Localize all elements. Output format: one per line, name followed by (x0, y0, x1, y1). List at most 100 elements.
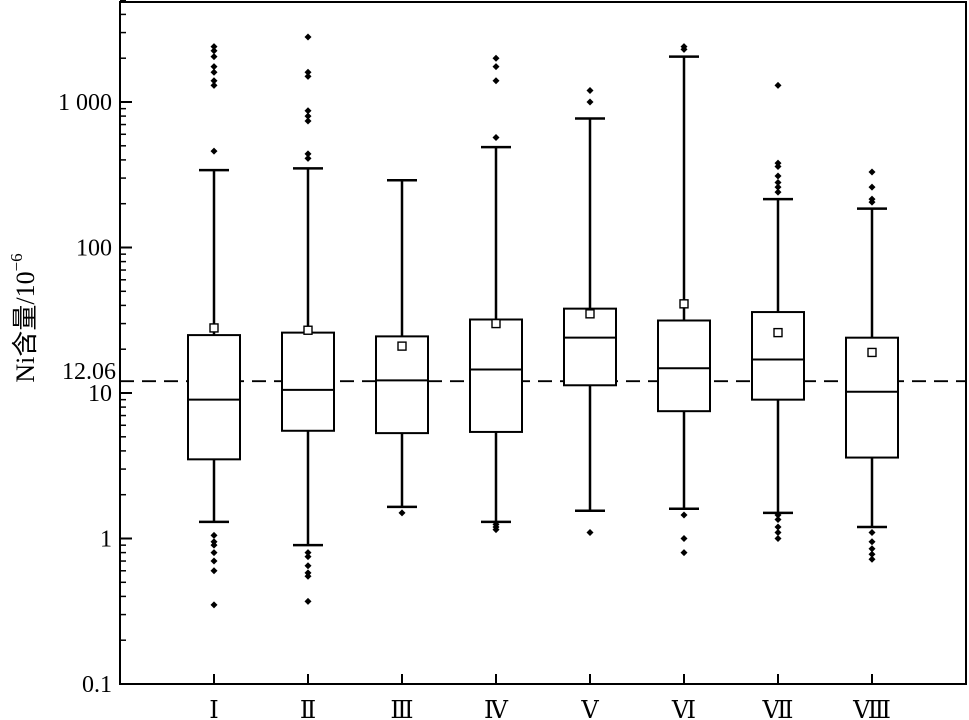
iqr-box (281, 331, 335, 432)
outlier-point (304, 569, 312, 577)
iqr-box (563, 307, 617, 387)
outlier-point (210, 47, 218, 55)
outlier-point (210, 601, 218, 609)
outlier-point (304, 68, 312, 76)
outlier-point (210, 567, 218, 575)
box-group (281, 33, 335, 605)
outlier-point (304, 553, 312, 561)
outlier-point (492, 77, 500, 85)
iqr-box (469, 318, 523, 433)
outlier-point (304, 597, 312, 605)
iqr-box (375, 335, 429, 435)
outlier-point (210, 549, 218, 557)
outlier-point (210, 147, 218, 155)
mean-marker (209, 323, 219, 333)
outlier-point (774, 183, 782, 191)
y-axis-label-exponent: −6 (7, 253, 26, 271)
outlier-point (680, 511, 688, 519)
outlier-point (586, 528, 594, 536)
plot-frame (119, 1, 967, 685)
mean-marker (773, 327, 783, 338)
outlier-point (210, 81, 218, 89)
outlier-point (210, 77, 218, 85)
outlier-point (304, 154, 312, 162)
outlier-point (868, 545, 876, 553)
outlier-point (492, 63, 500, 71)
x-tick-label: Ⅷ (852, 698, 891, 720)
outlier-point (492, 134, 500, 142)
box-group (563, 86, 617, 536)
outlier-point (304, 549, 312, 557)
outlier-point (398, 509, 406, 517)
outlier-point (774, 535, 782, 542)
mean-marker (867, 347, 877, 358)
y-tick-label: 1 (100, 527, 112, 553)
box-group (375, 178, 429, 517)
x-tick-label: Ⅳ (484, 698, 509, 720)
y-tick-label: 10 (88, 381, 112, 407)
outlier-point (304, 150, 312, 158)
mean-marker (491, 318, 501, 329)
box-group (657, 43, 711, 557)
outlier-point (210, 43, 218, 51)
x-tick-label: Ⅲ (390, 698, 413, 720)
outlier-point (586, 86, 594, 94)
iqr-box (657, 319, 711, 413)
outlier-point (492, 54, 500, 62)
mean-marker (397, 341, 407, 351)
y-tick-label: 100 (76, 236, 112, 262)
box-group (751, 81, 805, 542)
mean-marker (679, 299, 689, 309)
outlier-point (586, 98, 594, 106)
outlier-point (304, 117, 312, 125)
y-axis-label-text: Ni含量/10 (11, 271, 40, 382)
outlier-point (210, 53, 218, 61)
iqr-box (845, 336, 899, 459)
y-tick-label: 1 000 (58, 90, 112, 116)
outlier-point (774, 81, 782, 89)
outlier-point (304, 72, 312, 80)
reference-line-group: 12.06 (62, 359, 966, 385)
iqr-box (751, 311, 805, 401)
outlier-point (774, 523, 782, 531)
outlier-point (774, 528, 782, 536)
outlier-point (304, 33, 312, 41)
outlier-point (868, 555, 876, 563)
outlier-point (210, 538, 218, 546)
box-group (469, 54, 523, 534)
outlier-point (680, 535, 688, 542)
outlier-point (868, 538, 876, 546)
outlier-point (210, 68, 218, 76)
outlier-point (774, 511, 782, 519)
outlier-point (868, 528, 876, 536)
outlier-point (210, 531, 218, 539)
outlier-point (868, 183, 876, 191)
outlier-point (304, 112, 312, 120)
x-tick-label: Ⅴ (580, 698, 599, 720)
outlier-point (304, 562, 312, 570)
outlier-point (680, 549, 688, 557)
iqr-box (187, 334, 241, 461)
outlier-point (868, 168, 876, 176)
outlier-point (774, 188, 782, 196)
outlier-point (774, 178, 782, 186)
mean-marker (585, 309, 595, 319)
axes: 0.1 1 10 100 1 000 Ⅰ Ⅱ Ⅲ Ⅳ Ⅴ Ⅵ Ⅶ Ⅷ (58, 0, 967, 720)
outlier-point (774, 172, 782, 180)
outlier-point (868, 195, 876, 203)
outlier-point (774, 159, 782, 167)
outlier-point (210, 63, 218, 71)
y-axis-label: Ni含量/10−6 (7, 253, 40, 382)
box-group (845, 168, 899, 563)
mean-marker (303, 325, 313, 335)
x-tick-label: Ⅵ (671, 698, 696, 720)
outlier-point (680, 43, 688, 51)
outlier-point (492, 520, 500, 528)
box-group (187, 43, 241, 609)
y-tick-label: 0.1 (82, 672, 112, 698)
outlier-point (868, 550, 876, 558)
x-tick-label: Ⅰ (209, 698, 218, 720)
x-tick-label: Ⅶ (762, 698, 794, 720)
outlier-point (210, 557, 218, 565)
